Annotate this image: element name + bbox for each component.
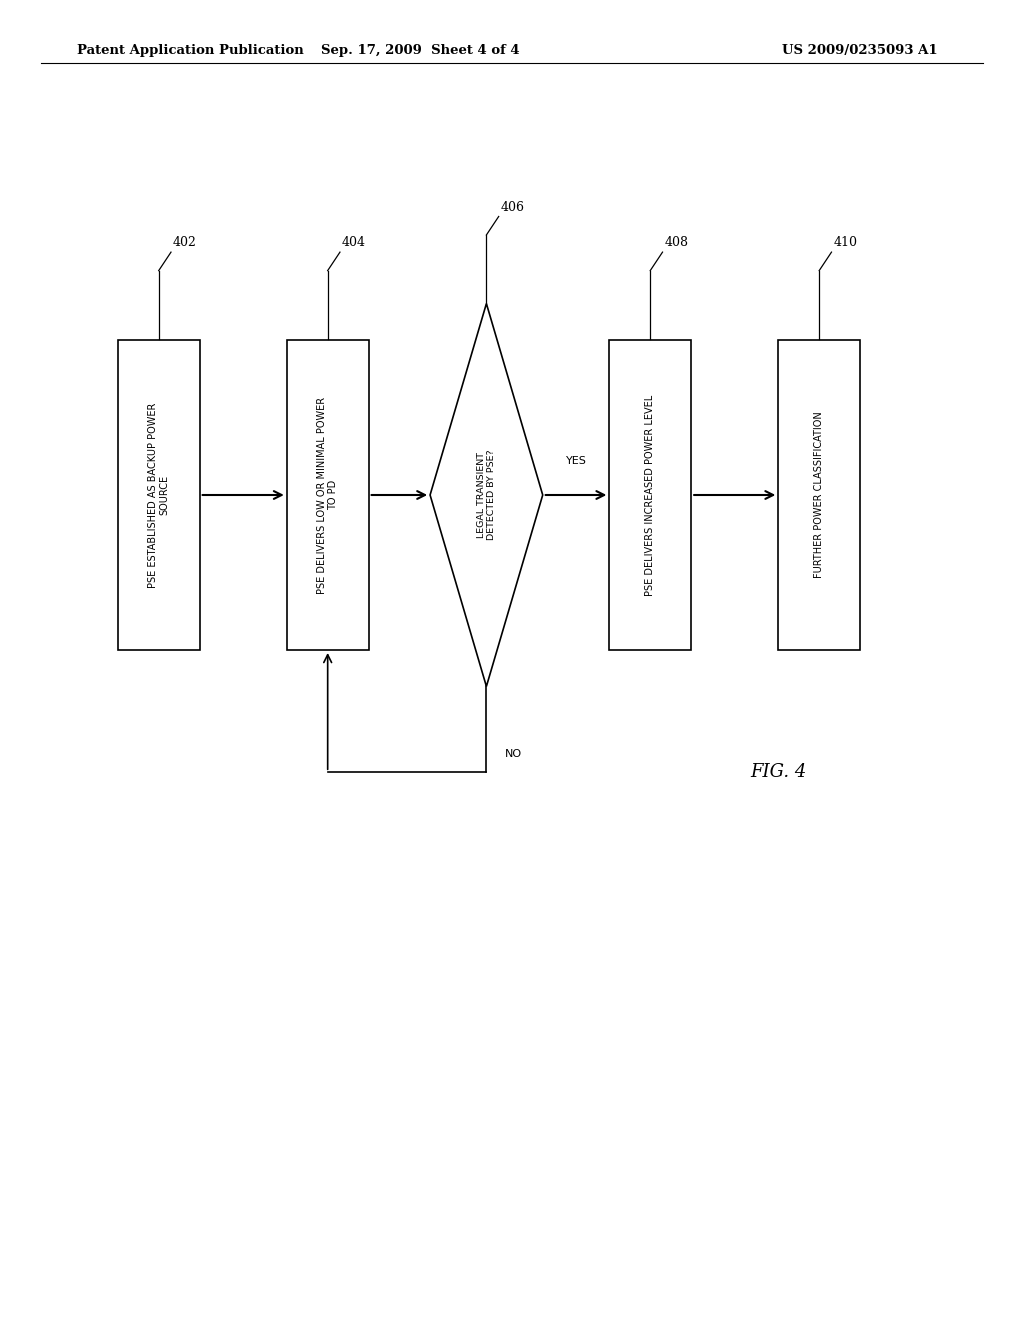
Text: NO: NO <box>505 748 522 759</box>
Text: 404: 404 <box>342 236 366 249</box>
Bar <box>778 339 860 649</box>
Text: FIG. 4: FIG. 4 <box>750 763 807 781</box>
Bar <box>287 339 369 649</box>
Text: PSE DELIVERS INCREASED POWER LEVEL: PSE DELIVERS INCREASED POWER LEVEL <box>645 395 655 595</box>
Text: US 2009/0235093 A1: US 2009/0235093 A1 <box>782 44 938 57</box>
Text: PSE DELIVERS LOW OR MINIMAL POWER
TO PD: PSE DELIVERS LOW OR MINIMAL POWER TO PD <box>316 396 339 594</box>
Text: 408: 408 <box>665 236 688 249</box>
Text: FURTHER POWER CLASSIFICATION: FURTHER POWER CLASSIFICATION <box>814 412 824 578</box>
Text: Patent Application Publication: Patent Application Publication <box>77 44 303 57</box>
Bar <box>118 339 200 649</box>
Bar <box>609 339 691 649</box>
Text: 402: 402 <box>173 236 197 249</box>
Text: LEGAL TRANSIENT
DETECTED BY PSE?: LEGAL TRANSIENT DETECTED BY PSE? <box>477 450 496 540</box>
Polygon shape <box>430 304 543 686</box>
Text: YES: YES <box>565 455 587 466</box>
Text: PSE ESTABLISHED AS BACKUP POWER
SOURCE: PSE ESTABLISHED AS BACKUP POWER SOURCE <box>147 403 170 587</box>
Text: Sep. 17, 2009  Sheet 4 of 4: Sep. 17, 2009 Sheet 4 of 4 <box>321 44 519 57</box>
Text: 410: 410 <box>834 236 857 249</box>
Text: 406: 406 <box>501 201 524 214</box>
